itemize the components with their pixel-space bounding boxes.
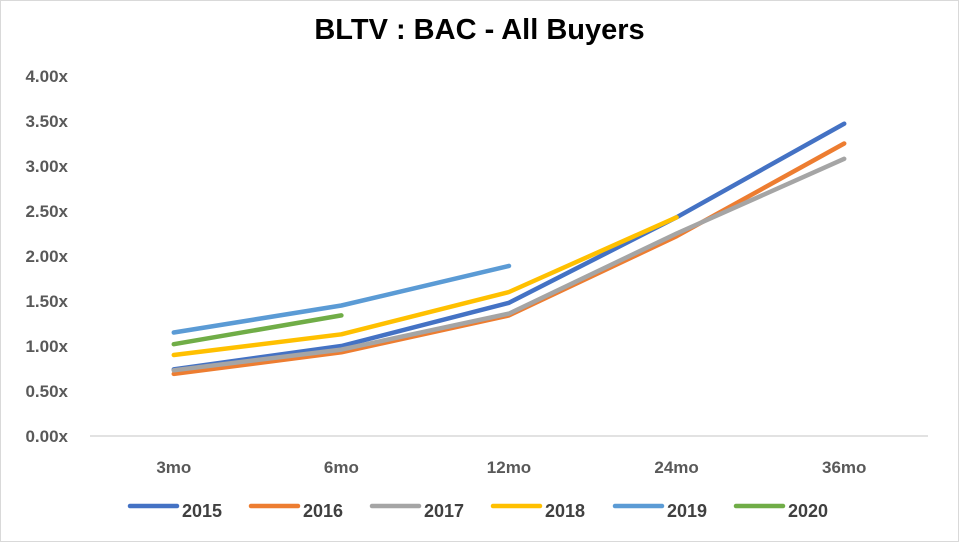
series-line-2018 — [171, 215, 679, 358]
x-tick-label: 12mo — [487, 458, 531, 477]
legend-label-2015: 2015 — [182, 501, 222, 521]
y-tick-label: 2.00x — [25, 247, 68, 266]
series-line-2020 — [171, 313, 344, 347]
y-axis-ticks: 0.00x 0.50x 1.00x 1.50x 2.00x 2.50x 3.00x 3.50x… — [25, 67, 68, 446]
legend-label-2017: 2017 — [424, 501, 464, 521]
y-tick-label: 2.50x — [25, 202, 68, 221]
x-tick-label: 24mo — [654, 458, 698, 477]
x-axis-ticks: 3mo 6mo 12mo 24mo 36mo — [156, 458, 866, 477]
legend-label-2020: 2020 — [788, 501, 828, 521]
legend-label-2018: 2018 — [545, 501, 585, 521]
chart-title: BLTV : BAC - All Buyers — [314, 14, 645, 46]
legend: 2015 2016 2017 2018 2019 2020 — [127, 501, 828, 521]
series-lines — [171, 121, 847, 377]
y-tick-label: 0.00x — [25, 427, 68, 446]
legend-label-2016: 2016 — [303, 501, 343, 521]
legend-label-2019: 2019 — [667, 501, 707, 521]
y-tick-label: 1.50x — [25, 292, 68, 311]
y-tick-label: 4.00x — [25, 67, 68, 86]
x-tick-label: 3mo — [156, 458, 191, 477]
series-line-2015 — [171, 121, 847, 372]
y-tick-label: 3.00x — [25, 157, 68, 176]
y-tick-label: 0.50x — [25, 382, 68, 401]
y-tick-label: 1.00x — [25, 337, 68, 356]
y-tick-label: 3.50x — [25, 112, 68, 131]
x-tick-label: 6mo — [324, 458, 359, 477]
x-tick-label: 36mo — [822, 458, 866, 477]
